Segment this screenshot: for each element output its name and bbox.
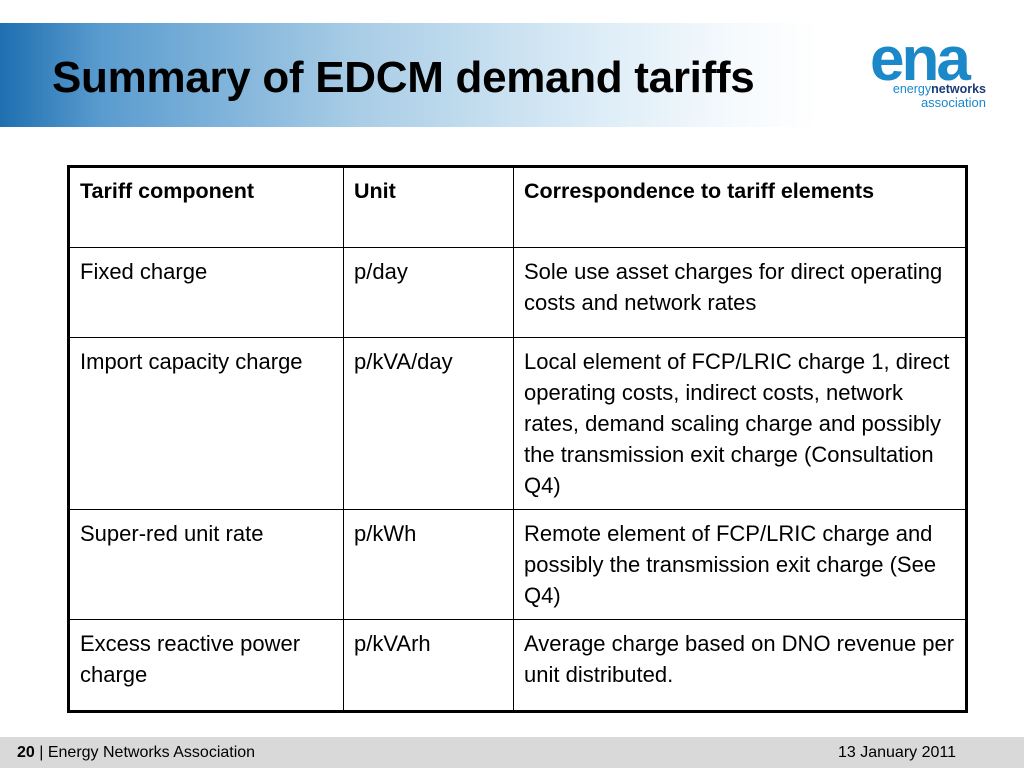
slide-footer: 20 | Energy Networks Association 13 Janu… xyxy=(0,737,1024,768)
header-tariff-component: Tariff component xyxy=(68,166,344,248)
cell-unit: p/kVArh xyxy=(343,619,514,712)
cell-unit: p/kVA/day xyxy=(343,337,514,510)
tariff-summary-table: Tariff component Unit Correspondence to … xyxy=(67,165,968,713)
table-row: Super-red unit rate p/kWh Remote element… xyxy=(68,509,967,620)
header-correspondence: Correspondence to tariff elements xyxy=(513,166,967,248)
cell-correspondence: Local element of FCP/LRIC charge 1, dire… xyxy=(513,337,967,510)
table-header-row: Tariff component Unit Correspondence to … xyxy=(68,166,967,248)
cell-component: Excess reactive power charge xyxy=(68,619,344,712)
footer-date: 13 January 2011 xyxy=(837,744,956,761)
header-unit: Unit xyxy=(343,166,514,248)
cell-component: Super-red unit rate xyxy=(68,509,344,620)
footer-separator: | xyxy=(39,744,44,761)
slide-title: Summary of EDCM demand tariffs xyxy=(52,53,755,102)
cell-unit: p/day xyxy=(343,247,514,338)
table-row: Fixed charge p/day Sole use asset charge… xyxy=(68,247,967,338)
logo-tagline-1: energynetworks xyxy=(893,82,986,96)
logo-mark: ena xyxy=(870,25,971,94)
table-row: Import capacity charge p/kVA/day Local e… xyxy=(68,337,967,510)
ena-logo: ena energynetworks association xyxy=(868,25,990,114)
footer-left: 20 | Energy Networks Association xyxy=(17,737,255,768)
header-band xyxy=(0,23,1024,127)
cell-correspondence: Average charge based on DNO revenue per … xyxy=(513,619,967,712)
cell-component: Import capacity charge xyxy=(68,337,344,510)
logo-energy-text: energy xyxy=(892,82,932,96)
cell-correspondence: Sole use asset charges for direct operat… xyxy=(513,247,967,338)
cell-correspondence: Remote element of FCP/LRIC charge and po… xyxy=(513,509,967,620)
table-row: Excess reactive power charge p/kVArh Ave… xyxy=(68,619,967,712)
page-number: 20 xyxy=(17,744,35,761)
cell-component: Fixed charge xyxy=(68,247,344,338)
footer-organisation: Energy Networks Association xyxy=(47,744,256,761)
logo-networks-text: networks xyxy=(931,82,986,96)
cell-unit: p/kWh xyxy=(343,509,514,620)
logo-tagline-2: association xyxy=(920,95,986,110)
